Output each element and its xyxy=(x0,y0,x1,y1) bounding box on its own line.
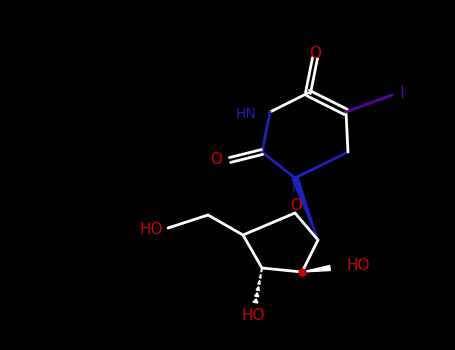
Text: HO: HO xyxy=(346,259,369,273)
Polygon shape xyxy=(253,299,258,303)
Text: O: O xyxy=(290,197,302,212)
Text: HO: HO xyxy=(241,308,265,322)
Text: HO: HO xyxy=(140,223,163,238)
Text: O: O xyxy=(309,46,321,61)
Polygon shape xyxy=(256,287,259,290)
Text: O: O xyxy=(210,153,222,168)
Polygon shape xyxy=(259,274,261,278)
Polygon shape xyxy=(255,293,259,297)
Polygon shape xyxy=(258,280,260,284)
Polygon shape xyxy=(261,268,262,272)
Text: I: I xyxy=(399,84,404,102)
Text: N: N xyxy=(292,181,302,195)
Polygon shape xyxy=(292,177,318,240)
Polygon shape xyxy=(302,266,330,272)
Text: HN: HN xyxy=(235,107,256,121)
